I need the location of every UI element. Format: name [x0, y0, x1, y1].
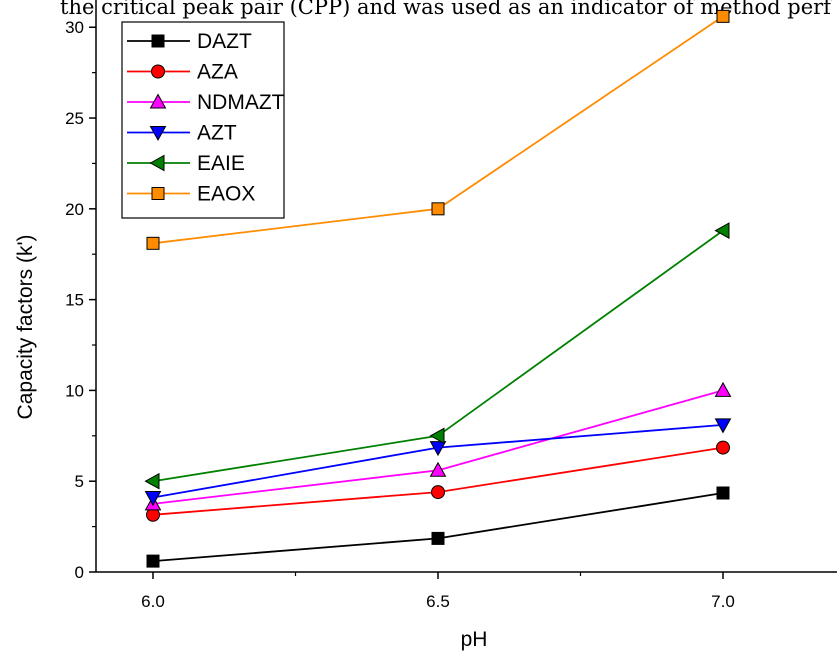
data-point-ndmazt: [429, 461, 447, 477]
y-axis-label: Capacity factors (k'): [14, 235, 37, 420]
series-dazt: [146, 486, 730, 568]
legend-label-azt: AZT: [197, 122, 237, 145]
legend-item-azt: AZT: [127, 122, 237, 145]
legend-label-dazt: DAZT: [197, 30, 252, 53]
data-point-azt: [429, 441, 447, 457]
data-point-aza: [716, 440, 730, 455]
data-point-eaox: [431, 202, 445, 216]
data-point-dazt: [431, 531, 445, 545]
series-line-aza: [152, 446, 724, 516]
data-point-azt: [714, 418, 732, 434]
data-point-azt: [144, 491, 162, 507]
series-aza: [146, 440, 730, 522]
data-point-aza: [431, 485, 445, 500]
legend-item-ndmazt: NDMAZT: [127, 91, 285, 114]
data-point-eaox: [716, 9, 730, 23]
data-point-dazt: [716, 486, 730, 500]
legend-label-ndmazt: NDMAZT: [197, 91, 285, 114]
legend-marker-aza: [151, 64, 165, 79]
y-tick-label: 5: [75, 472, 84, 491]
x-tick-label: 6.0: [141, 592, 165, 611]
y-tick-label: 25: [65, 109, 84, 128]
series-azt: [144, 418, 732, 507]
x-axis-label: pH: [461, 628, 488, 651]
x-tick-label: 7.0: [711, 592, 735, 611]
legend-item-aza: AZA: [127, 61, 238, 84]
y-tick-label: 0: [75, 563, 84, 582]
series-eaie: [144, 222, 730, 490]
data-point-eaie: [714, 222, 730, 239]
caption-text: the critical peak pair (CPP) and was use…: [60, 0, 833, 19]
legend-marker-eaie: [149, 154, 165, 172]
data-point-eaie: [144, 472, 160, 490]
data-point-ndmazt: [714, 381, 732, 397]
legend-marker-ndmazt: [149, 93, 167, 109]
legend-marker-azt: [149, 126, 167, 142]
legend-marker-eaox: [151, 187, 165, 200]
legend-label-eaie: EAIE: [197, 152, 245, 175]
x-tick-label: 6.5: [426, 592, 450, 611]
y-tick-label: 20: [65, 200, 84, 219]
y-axis: 0 5 10 15 20 25 30: [65, 18, 96, 582]
legend-item-eaox: EAOX: [127, 183, 255, 206]
series-eaox: [146, 9, 730, 250]
legend-marker-dazt: [151, 34, 165, 48]
legend-label-aza: AZA: [197, 61, 238, 84]
legend: DAZT AZA NDMAZT AZT EAIE EAOX: [121, 21, 285, 219]
data-point-eaie: [429, 427, 445, 445]
legend-item-eaie: EAIE: [127, 152, 245, 175]
y-tick-label: 10: [65, 381, 84, 400]
series-layer: [144, 9, 732, 568]
y-tick-label: 30: [65, 18, 84, 37]
legend-label-eaox: EAOX: [197, 183, 255, 206]
legend-item-dazt: DAZT: [127, 30, 252, 53]
legend-box: [121, 21, 285, 219]
data-point-eaox: [146, 236, 160, 250]
plot-frame: [95, 0, 837, 573]
y-tick-label: 15: [65, 291, 84, 310]
series-line-dazt: [152, 492, 724, 563]
x-axis: 6.0 6.5 7.0: [141, 572, 735, 611]
data-point-dazt: [146, 554, 160, 568]
